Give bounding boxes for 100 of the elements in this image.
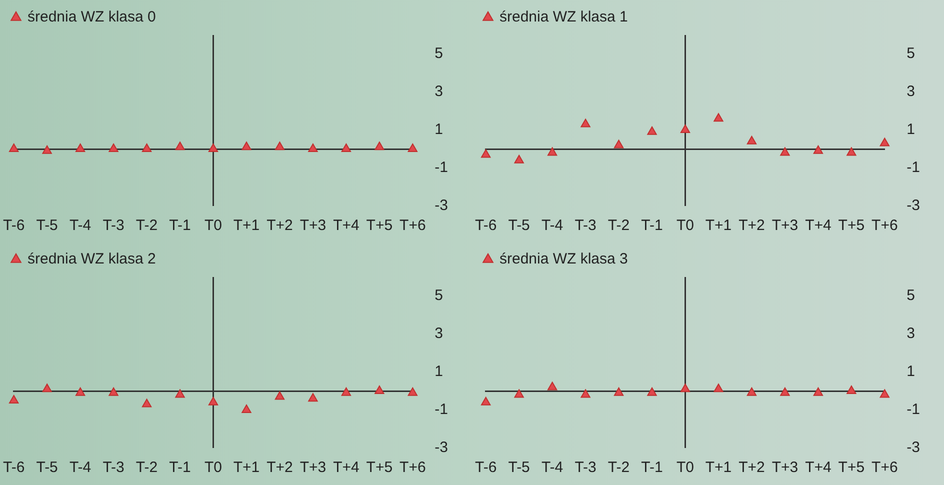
point	[846, 386, 856, 394]
y-tick-label: 1	[906, 121, 916, 138]
point	[614, 140, 624, 148]
x-tick-label: T-1	[169, 217, 191, 234]
x-tick-label: T-5	[508, 217, 530, 234]
point	[374, 386, 384, 394]
x-tick-label: T+5	[366, 217, 393, 234]
y-tick-label: 1	[434, 363, 444, 380]
point	[813, 145, 824, 154]
point	[580, 118, 590, 128]
x-tick-label: T+3	[772, 217, 798, 234]
point	[274, 391, 285, 400]
legend-label: średnia WZ klasa 0	[28, 8, 156, 26]
point	[514, 154, 524, 164]
x-tick-label: T+5	[838, 217, 865, 234]
point	[746, 136, 757, 144]
x-tick-label: T-3	[102, 217, 124, 234]
point	[208, 396, 218, 406]
x-tick-label: T+4	[805, 217, 832, 234]
x-tick-label: T-6	[2, 217, 25, 234]
x-tick-label: T-3	[574, 459, 596, 476]
x-tick-label: T-1	[641, 217, 663, 234]
x-tick-label: T-3	[102, 459, 124, 476]
point	[547, 382, 558, 390]
point	[75, 387, 86, 396]
point	[647, 126, 657, 135]
legend-label: średnia WZ klasa 2	[28, 250, 156, 268]
y-tick-label: 1	[906, 363, 916, 380]
legend-label: średnia WZ klasa 1	[500, 8, 628, 26]
point	[547, 147, 558, 156]
point	[846, 147, 856, 156]
x-tick-label: T-6	[2, 459, 25, 476]
x-tick-label: T0	[676, 459, 694, 476]
y-tick-label: -1	[906, 159, 920, 176]
point	[242, 404, 252, 413]
point	[9, 395, 19, 404]
point	[614, 387, 624, 396]
point	[42, 384, 52, 392]
y-tick-label: 5	[434, 287, 444, 304]
legend-label: średnia WZ klasa 3	[500, 250, 628, 268]
y-tick-label: -1	[434, 159, 448, 176]
x-tick-label: T+3	[772, 459, 798, 476]
x-tick-label: T+6	[872, 217, 898, 234]
point	[341, 387, 352, 396]
x-tick-label: T0	[204, 459, 222, 476]
x-tick-label: T-5	[36, 217, 58, 234]
x-tick-label: T0	[204, 217, 222, 234]
y-tick-label: -3	[906, 197, 920, 214]
y-tick-label: 1	[434, 121, 444, 138]
x-tick-label: T+5	[838, 459, 865, 476]
x-tick-label: T0	[676, 217, 694, 234]
x-tick-label: T+3	[300, 217, 326, 234]
y-tick-label: -1	[434, 401, 448, 418]
x-tick-label: T+3	[300, 459, 326, 476]
point	[880, 389, 890, 398]
x-tick-label: T-1	[169, 459, 191, 476]
x-tick-label: T-1	[641, 459, 663, 476]
point	[714, 113, 724, 122]
point	[481, 149, 491, 158]
x-tick-label: T+1	[233, 217, 260, 234]
x-tick-label: T+4	[333, 217, 360, 234]
x-tick-label: T-4	[69, 217, 92, 234]
x-tick-label: T-5	[36, 459, 58, 476]
point	[514, 389, 524, 398]
point	[647, 387, 657, 396]
x-tick-label: T-4	[69, 459, 92, 476]
x-tick-label: T-2	[608, 217, 630, 234]
x-tick-label: T+2	[266, 459, 293, 476]
x-tick-label: T-4	[541, 459, 564, 476]
x-tick-label: T+1	[705, 459, 732, 476]
x-tick-label: T+2	[266, 217, 293, 234]
point	[780, 147, 790, 156]
point	[408, 387, 418, 396]
x-tick-label: T-5	[508, 459, 530, 476]
y-tick-label: 3	[434, 325, 444, 342]
x-tick-label: T+6	[872, 459, 898, 476]
y-tick-label: 3	[906, 83, 916, 100]
point	[481, 396, 491, 406]
y-tick-label: -1	[906, 401, 920, 418]
y-tick-label: 5	[434, 45, 444, 62]
point	[746, 387, 757, 396]
y-tick-label: 3	[906, 325, 916, 342]
x-tick-label: T+1	[705, 217, 732, 234]
x-tick-label: T+1	[233, 459, 260, 476]
point	[714, 384, 724, 392]
x-tick-label: T+4	[805, 459, 832, 476]
x-tick-label: T+6	[400, 217, 426, 234]
y-tick-label: 3	[434, 83, 444, 100]
point	[142, 398, 152, 408]
point	[108, 387, 118, 396]
y-tick-label: -3	[906, 439, 920, 456]
x-tick-label: T-2	[136, 459, 158, 476]
x-tick-label: T+4	[333, 459, 360, 476]
point	[780, 387, 790, 396]
point	[580, 389, 590, 398]
x-tick-label: T-2	[608, 459, 630, 476]
x-tick-label: T+6	[400, 459, 426, 476]
y-tick-label: 5	[906, 287, 916, 304]
y-tick-label: 5	[906, 45, 916, 62]
x-tick-label: T+2	[738, 459, 765, 476]
